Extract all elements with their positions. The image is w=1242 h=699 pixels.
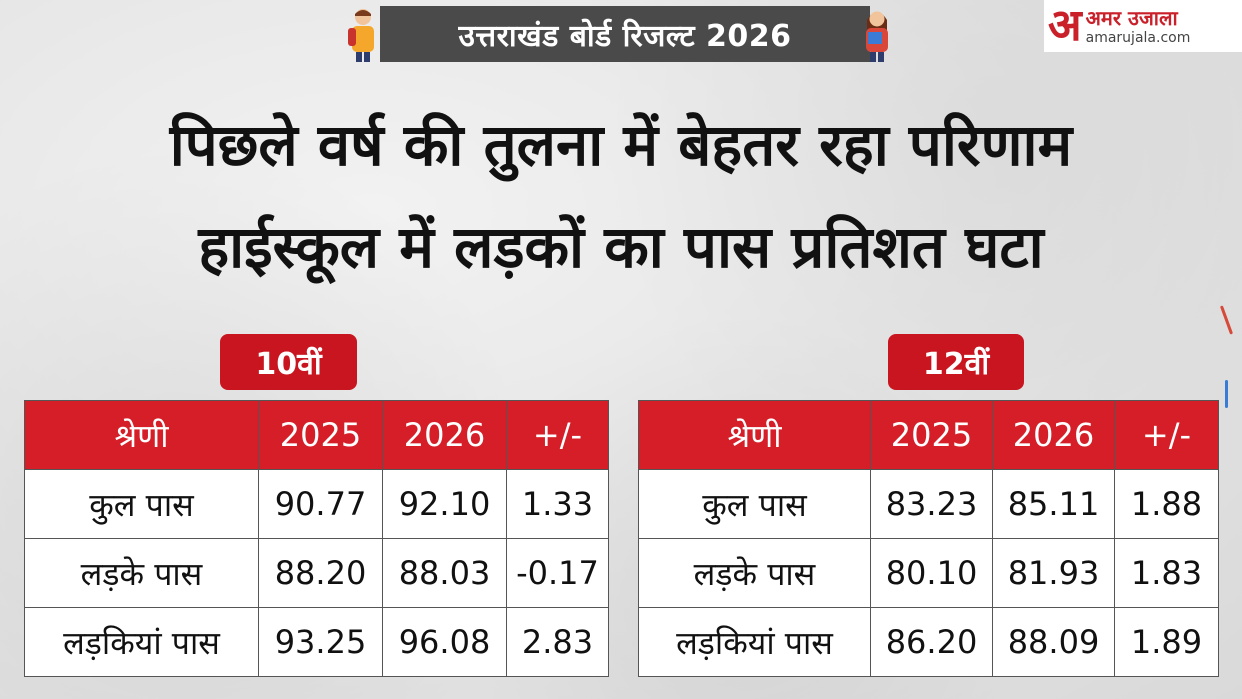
student-girl-icon: [866, 11, 888, 62]
table-header-row: श्रेणी 2025 2026 +/-: [638, 400, 1219, 470]
column-header-change: +/-: [506, 400, 609, 470]
column-header-2025: 2025: [870, 400, 993, 470]
value-cell-2025: 86.20: [870, 607, 993, 677]
category-cell: लड़के पास: [638, 538, 871, 608]
table-row: कुल पास 83.23 85.11 1.88: [638, 469, 1219, 539]
student-boy-icon: [348, 9, 374, 62]
column-header-2026: 2026: [382, 400, 507, 470]
value-cell-2026: 81.93: [992, 538, 1115, 608]
category-cell: लड़कियां पास: [638, 607, 871, 677]
category-cell: कुल पास: [638, 469, 871, 539]
change-cell: 1.83: [1114, 538, 1219, 608]
category-cell: लड़कियां पास: [24, 607, 259, 677]
class-12-results-table: श्रेणी 2025 2026 +/- कुल पास 83.23 85.11…: [638, 400, 1219, 677]
value-cell-2026: 88.03: [382, 538, 507, 608]
value-cell-2025: 93.25: [258, 607, 383, 677]
column-header-2025: 2025: [258, 400, 383, 470]
table-row: लड़कियां पास 93.25 96.08 2.83: [24, 607, 609, 677]
value-cell-2026: 85.11: [992, 469, 1115, 539]
change-cell: 2.83: [506, 607, 609, 677]
banner-title: उत्तराखंड बोर्ड रिजल्ट 2026: [458, 18, 792, 54]
value-cell-2025: 80.10: [870, 538, 993, 608]
logo-name: अमर उजाला: [1085, 5, 1178, 30]
class-12-badge: 12वीं: [888, 334, 1024, 390]
value-cell-2025: 83.23: [870, 469, 993, 539]
table-header-row: श्रेणी 2025 2026 +/-: [24, 400, 609, 470]
decorative-accent-mark: [1219, 305, 1234, 335]
change-cell: 1.33: [506, 469, 609, 539]
value-cell-2026: 88.09: [992, 607, 1115, 677]
amar-ujala-logo: अ अमर उजाला amarujala.com: [1044, 0, 1242, 52]
table-row: कुल पास 90.77 92.10 1.33: [24, 469, 609, 539]
category-cell: लड़के पास: [24, 538, 259, 608]
logo-glyph: अ: [1048, 0, 1082, 51]
column-header-change: +/-: [1114, 400, 1219, 470]
table-row: लड़के पास 88.20 88.03 -0.17: [24, 538, 609, 608]
logo-url: amarujala.com: [1085, 29, 1191, 46]
value-cell-2026: 96.08: [382, 607, 507, 677]
class-10-results-table: श्रेणी 2025 2026 +/- कुल पास 90.77 92.10…: [24, 400, 609, 677]
logo-text: अमर उजाला amarujala.com: [1086, 8, 1191, 45]
column-header-category: श्रेणी: [24, 400, 259, 470]
table-row: लड़कियां पास 86.20 88.09 1.89: [638, 607, 1219, 677]
value-cell-2025: 88.20: [258, 538, 383, 608]
class-10-badge: 10वीं: [220, 334, 357, 390]
headline-line-2: हाईस्कूल में लड़कों का पास प्रतिशत घटा: [198, 213, 1044, 281]
decorative-accent-mark: [1225, 380, 1228, 408]
top-banner: उत्तराखंड बोर्ड रिजल्ट 2026: [380, 6, 870, 62]
change-cell: 1.88: [1114, 469, 1219, 539]
headline-line-1: पिछले वर्ष की तुलना में बेहतर रहा परिणाम: [169, 111, 1073, 179]
category-cell: कुल पास: [24, 469, 259, 539]
change-cell: 1.89: [1114, 607, 1219, 677]
column-header-category: श्रेणी: [638, 400, 871, 470]
table-row: लड़के पास 80.10 81.93 1.83: [638, 538, 1219, 608]
value-cell-2025: 90.77: [258, 469, 383, 539]
change-cell: -0.17: [506, 538, 609, 608]
column-header-2026: 2026: [992, 400, 1115, 470]
value-cell-2026: 92.10: [382, 469, 507, 539]
